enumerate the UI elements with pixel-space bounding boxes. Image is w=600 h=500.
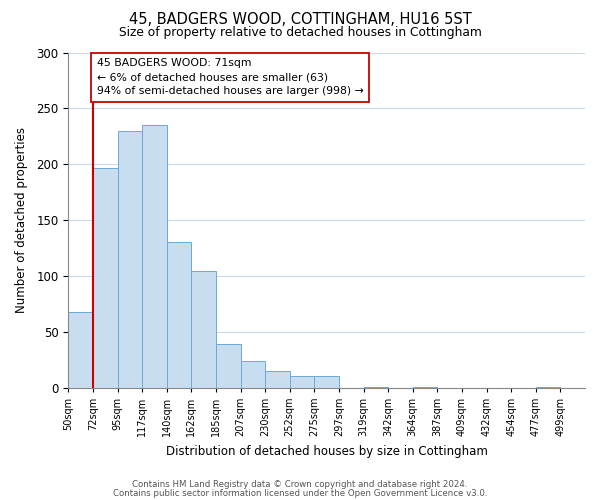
X-axis label: Distribution of detached houses by size in Cottingham: Distribution of detached houses by size … [166, 444, 488, 458]
Bar [241, 361, 265, 388]
Text: 45, BADGERS WOOD, COTTINGHAM, HU16 5ST: 45, BADGERS WOOD, COTTINGHAM, HU16 5ST [128, 12, 472, 28]
Bar [93, 168, 118, 388]
Bar [364, 386, 388, 388]
Bar [413, 386, 437, 388]
Bar [265, 371, 290, 388]
Text: Contains HM Land Registry data © Crown copyright and database right 2024.: Contains HM Land Registry data © Crown c… [132, 480, 468, 489]
Bar [536, 386, 560, 388]
Bar [142, 125, 167, 388]
Text: Contains public sector information licensed under the Open Government Licence v3: Contains public sector information licen… [113, 488, 487, 498]
Bar [290, 376, 314, 388]
Bar [118, 130, 142, 388]
Text: 45 BADGERS WOOD: 71sqm
← 6% of detached houses are smaller (63)
94% of semi-deta: 45 BADGERS WOOD: 71sqm ← 6% of detached … [97, 58, 364, 96]
Text: Size of property relative to detached houses in Cottingham: Size of property relative to detached ho… [119, 26, 481, 39]
Bar [167, 242, 191, 388]
Bar [68, 312, 93, 388]
Y-axis label: Number of detached properties: Number of detached properties [15, 127, 28, 313]
Bar [216, 344, 241, 388]
Bar [314, 376, 339, 388]
Bar [191, 272, 216, 388]
